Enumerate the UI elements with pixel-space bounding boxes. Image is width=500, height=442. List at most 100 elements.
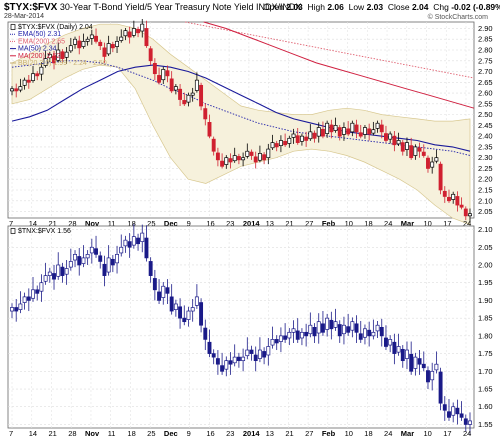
ratio-10y-5y-candle — [320, 311, 325, 336]
ratio-30y-5y-candle-body — [68, 45, 73, 52]
ratio-10y-5y-candle-body — [228, 360, 233, 365]
ratio-30y-5y-candle-body — [346, 128, 351, 135]
ratio-10y-5y-xtick-label: 11 — [108, 429, 116, 438]
ratio-30y-5y-candle-body — [320, 128, 325, 137]
ratio-30y-5y-candle-body — [316, 127, 321, 137]
ratio-30y-5y-candle — [375, 120, 380, 133]
ratio-30y-5y-candle — [157, 67, 162, 85]
ratio-30y-5y-candle — [249, 149, 254, 160]
ratio-10y-5y-xtick-label: 14 — [29, 429, 37, 438]
ratio-30y-5y-ytick-label: 2.65 — [478, 78, 493, 87]
ratio-30y-5y-candle — [131, 20, 136, 38]
ratio-10y-5y-candle — [442, 396, 447, 421]
ratio-10y-5y-ytick-label: 1.85 — [478, 314, 493, 323]
ratio-30y-5y-candle — [43, 50, 48, 68]
ratio-30y-5y-candle-body — [379, 124, 384, 133]
legend-entry: $TYX:$FVX (Daily) 2.04 — [18, 24, 93, 31]
ratio-10y-5y-candle-body — [413, 356, 418, 369]
ratio-10y-5y-candle-body — [384, 337, 388, 347]
ratio-30y-5y-candle-body — [278, 140, 283, 146]
ratio-10y-5y-candle-body — [68, 261, 73, 268]
legend-swatch — [10, 228, 16, 234]
ratio-30y-5y-candle-body — [169, 78, 174, 92]
ratio-30y-5y-candle-body — [308, 131, 313, 140]
ratio-10y-5y-candle — [333, 308, 338, 331]
ratio-10y-5y-candle — [47, 267, 52, 283]
ratio-30y-5y-candle — [320, 121, 325, 139]
ratio-10y-5y-candle — [278, 327, 283, 353]
ratio-10y-5y-candle — [10, 303, 14, 319]
ratio-30y-5y-ytick-label: 2.90 — [478, 24, 493, 33]
ratio-30y-5y-candle-body — [224, 157, 229, 165]
ratio-30y-5y-candle — [94, 28, 98, 44]
ratio-10y-5y-xtick-label: 10 — [345, 429, 353, 438]
ratio-10y-5y-candle — [190, 299, 195, 322]
ratio-10y-5y-candle-body — [320, 323, 325, 333]
ratio-10y-5y-ytick-label: 1.60 — [478, 402, 493, 411]
ratio-10y-5y-candle — [459, 401, 464, 421]
ratio-30y-5y-candle — [119, 29, 124, 43]
ratio-30y-5y-candle-body — [73, 38, 77, 45]
ratio-10y-5y-xtick-label: 21 — [285, 429, 293, 438]
ratio-30y-5y-candle-body — [257, 153, 262, 161]
high-label: High — [307, 2, 325, 12]
ratio-30y-5y-candle-body — [26, 79, 31, 83]
ratio-10y-5y-candle — [207, 329, 212, 358]
ratio-30y-5y-candle — [274, 140, 279, 152]
ratio-10y-5y-candle — [346, 313, 351, 336]
ratio-30y-5y-candle — [316, 122, 321, 143]
ratio-10y-5y-candle-body — [329, 319, 334, 330]
ratio-30y-5y-ytick-label: 2.85 — [478, 35, 493, 44]
ratio-10y-5y-candle-body — [295, 330, 300, 340]
ratio-10y-5y-ytick-label: 1.80 — [478, 331, 493, 340]
ratio-10y-5y-ytick-label: 2.10 — [478, 225, 493, 234]
ratio-30y-5y-candle — [417, 142, 422, 158]
ratio-10y-5y-candle-body — [144, 237, 149, 259]
ratio-10y-5y-candle-body — [447, 411, 451, 418]
ratio-10y-5y-candle-body — [81, 257, 86, 264]
ratio-10y-5y-candle — [26, 288, 31, 312]
legend-entry: EMA(200) 2.65 — [18, 38, 65, 45]
ratio-30y-5y-candle — [463, 206, 468, 221]
ratio-30y-5y-candle-body — [438, 163, 443, 191]
ratio-30y-5y-candle-body — [241, 157, 246, 161]
ratio-30y-5y-candle — [430, 156, 435, 174]
ratio-30y-5y-candle-body — [148, 48, 153, 62]
ratio-30y-5y-candle-body — [236, 156, 241, 161]
ratio-30y-5y-candle — [85, 36, 90, 46]
ratio-10y-5y-candle-body — [178, 306, 183, 319]
ratio-30y-5y-candle — [148, 46, 153, 66]
ratio-10y-5y-xtick-label: Feb — [322, 429, 336, 438]
ratio-30y-5y-candle — [262, 152, 267, 165]
ratio-10y-5y-candle — [426, 366, 430, 390]
bollinger-band — [11, 23, 471, 226]
ratio-10y-5y-candle — [236, 352, 241, 368]
ratio-10y-5y-ytick-label: 1.65 — [478, 385, 493, 394]
ratio-10y-5y-candle-body — [152, 278, 157, 291]
ratio-10y-5y-xtick-label: 16 — [206, 429, 214, 438]
ratio-10y-5y-candle-body — [409, 353, 414, 372]
ratio-30y-5y-candle — [14, 83, 19, 98]
ratio-30y-5y-candle — [232, 147, 237, 163]
ratio-10y-5y-candle-body — [375, 324, 380, 332]
ratio-30y-5y-candle — [102, 42, 107, 63]
ratio-10y-5y-candle — [354, 315, 359, 343]
legend-entry: $TNX:$FVX 1.56 — [18, 228, 71, 235]
ratio-10y-5y-candle-body — [224, 360, 229, 370]
ratio-30y-5y-xtick-label: 10 — [345, 219, 353, 228]
ratio-30y-5y-candle — [447, 189, 451, 203]
ratio-30y-5y-candle-body — [333, 125, 338, 131]
ratio-30y-5y-candle-body — [249, 151, 254, 156]
ratio-30y-5y-xtick-label: 25 — [147, 219, 155, 228]
ratio-30y-5y-candle-body — [442, 190, 447, 197]
ratio-10y-5y-candle-body — [89, 246, 94, 254]
ratio-10y-5y-candle-body — [241, 356, 246, 362]
ratio-30y-5y-candle — [190, 87, 195, 102]
ratio-10y-5y-candle-body — [367, 329, 372, 337]
ratio-30y-5y-candle — [266, 143, 271, 165]
ratio-30y-5y-candle — [371, 121, 376, 136]
ratio-10y-5y-candle — [102, 255, 107, 287]
ratio-10y-5y-candle-body — [110, 258, 115, 266]
ohlc-readout: Open 2.03 High 2.06 Low 2.03 Close 2.04 … — [263, 2, 500, 12]
ratio-10y-5y-candle-body — [106, 257, 111, 273]
